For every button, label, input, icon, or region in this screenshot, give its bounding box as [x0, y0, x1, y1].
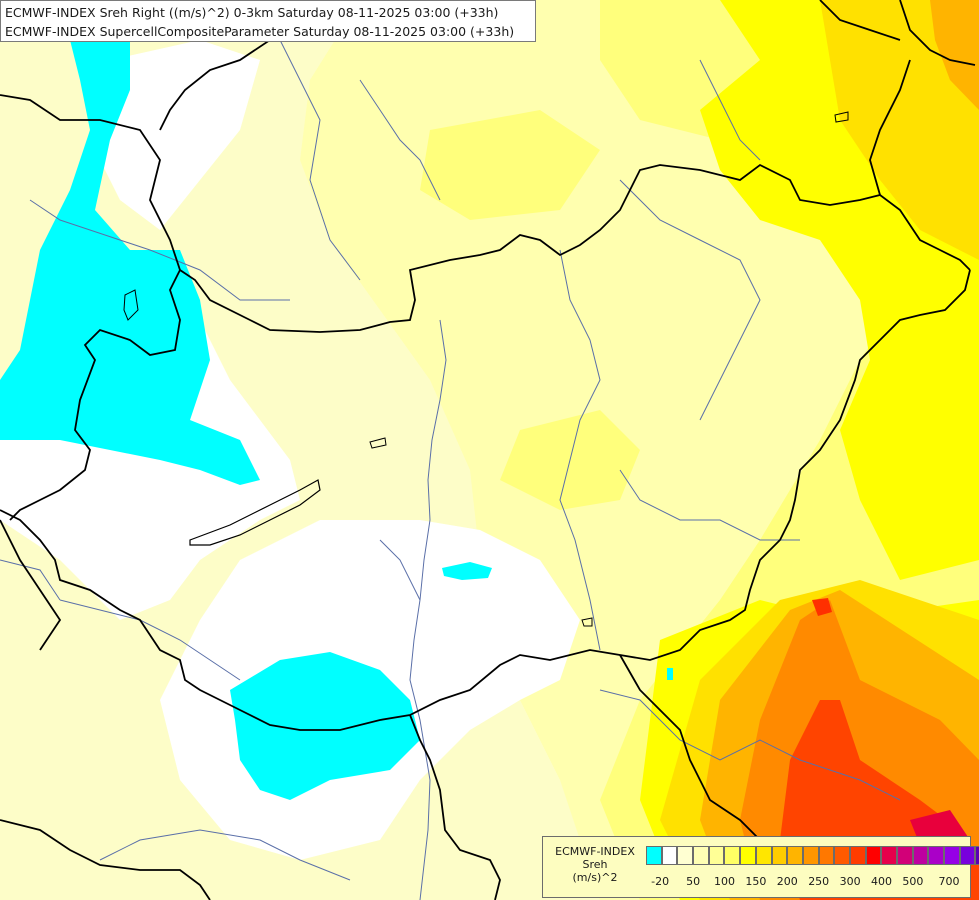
legend-swatch — [912, 846, 929, 865]
cyan-region-south — [230, 652, 420, 800]
rivers — [0, 39, 901, 900]
legend-swatch — [740, 846, 756, 865]
legend-tick-label: 300 — [839, 875, 861, 888]
legend-swatch — [646, 846, 662, 865]
cyan-blob-small — [442, 562, 492, 580]
color-legend: ECMWF-INDEX Sreh (m/s)^2 -20 50 100 150 200 2… — [542, 836, 979, 898]
legend-tick-label: 150 — [745, 875, 767, 888]
red-dot — [812, 598, 832, 616]
small-lake — [369, 437, 387, 449]
small-lake-4 — [123, 289, 139, 321]
orange-region — [930, 0, 979, 110]
map-title-line-1: ECMWF-INDEX Sreh Right ((m/s)^2) 0-3km S… — [5, 5, 499, 20]
legend-swatch — [944, 846, 960, 865]
legend-swatches — [646, 846, 979, 865]
legend-swatch — [959, 846, 976, 865]
legend-swatch — [865, 846, 882, 865]
legend-tick-label: 100 — [714, 875, 735, 888]
legend-tick-label: 50 — [686, 875, 701, 888]
legend-swatch — [661, 846, 678, 865]
legend-swatch — [693, 846, 709, 865]
legend-swatch — [755, 846, 772, 865]
legend-swatch — [897, 846, 913, 865]
legend-tick-label: 250 — [808, 875, 830, 888]
legend-source: ECMWF-INDEX — [555, 845, 635, 858]
legend-tick-label: -20 — [651, 875, 670, 888]
legend-swatch — [881, 846, 897, 865]
legend-swatch — [724, 846, 741, 865]
light-yellow-patch — [420, 110, 600, 220]
legend-swatch — [928, 846, 945, 865]
legend-unit: (m/s)^2 — [572, 871, 618, 884]
legend-label: ECMWF-INDEX Sreh (m/s)^2 — [547, 845, 643, 884]
legend-swatch — [849, 846, 866, 865]
legend-swatch — [677, 846, 694, 865]
cyan-region-west — [0, 40, 260, 485]
cyan-dot-east — [667, 668, 673, 680]
map-title-line-2: ECMWF-INDEX SupercellCompositeParameter … — [5, 24, 515, 39]
map-title-box: ECMWF-INDEX Sreh Right ((m/s)^2) 0-3km S… — [0, 0, 536, 42]
legend-tick-label: 500 — [902, 875, 924, 888]
legend-tick-label: 700 — [938, 875, 960, 888]
legend-swatch — [834, 846, 850, 865]
legend-swatch — [818, 846, 835, 865]
legend-swatch — [771, 846, 788, 865]
legend-swatch — [787, 846, 803, 865]
small-lake-2 — [581, 617, 593, 627]
white-region-northwest — [90, 40, 260, 230]
legend-variable: Sreh — [582, 858, 608, 871]
legend-swatch — [802, 846, 819, 865]
legend-tick-label: 400 — [871, 875, 892, 888]
legend-swatch — [975, 846, 979, 865]
legend-tick-label: 200 — [776, 875, 798, 888]
legend-ticks: -20 50 100 150 200 250 300 400 500 700 — [646, 875, 966, 889]
gold-region — [820, 0, 979, 260]
small-lake-3 — [834, 111, 849, 123]
lake-balaton — [189, 479, 321, 546]
legend-swatch — [708, 846, 725, 865]
